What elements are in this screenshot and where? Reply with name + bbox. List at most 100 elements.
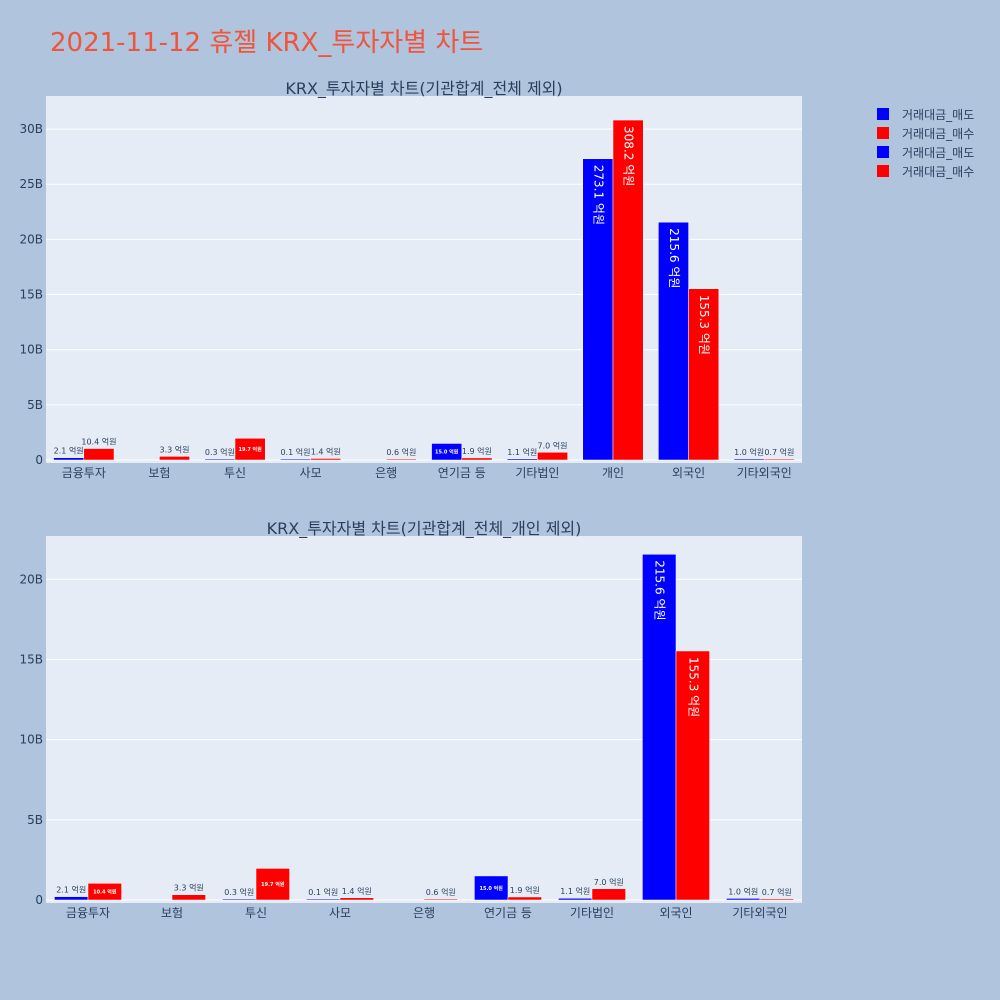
data-label: 308.2 억원 bbox=[622, 126, 636, 186]
bar-sell bbox=[658, 221, 689, 461]
legend-label: 거래대금_매수 bbox=[902, 127, 974, 141]
data-label: 1.9 억원 bbox=[510, 885, 540, 895]
data-label: 0.3 억원 bbox=[205, 447, 235, 457]
y-tick-label: 25B bbox=[19, 177, 43, 191]
bar-sell bbox=[582, 158, 614, 461]
y-tick-label: 15B bbox=[19, 652, 43, 666]
data-label: 3.3 억원 bbox=[174, 883, 204, 893]
legend-swatch bbox=[877, 127, 889, 139]
y-tick-label: 10B bbox=[19, 343, 43, 357]
legend-swatch bbox=[877, 108, 889, 120]
data-label: 0.6 억원 bbox=[386, 447, 416, 457]
data-label: 1.1 억원 bbox=[560, 886, 590, 896]
bar-buy bbox=[159, 456, 190, 461]
data-label: 155.3 억원 bbox=[686, 657, 700, 717]
legend-label: 거래대금_매수 bbox=[902, 165, 974, 179]
data-label: 15.0 억원 bbox=[480, 885, 504, 892]
bar-sell bbox=[222, 898, 257, 901]
subplot-title: KRX_투자자별 차트(기관합계_전체 제외) bbox=[285, 79, 562, 99]
x-tick-label: 사모 bbox=[300, 466, 322, 480]
x-tick-label: 연기금 등 bbox=[438, 466, 486, 480]
data-label: 1.0 억원 bbox=[734, 447, 764, 457]
data-label: 7.0 억원 bbox=[594, 877, 624, 887]
data-label: 0.3 억원 bbox=[224, 887, 254, 897]
y-tick-label: 20B bbox=[19, 572, 43, 586]
data-label: 10.4 억원 bbox=[81, 437, 116, 447]
data-label: 155.3 억원 bbox=[697, 295, 711, 355]
bar-buy bbox=[759, 898, 794, 901]
bar-buy bbox=[83, 448, 115, 461]
bar-sell bbox=[306, 898, 341, 901]
data-label: 15.0 억원 bbox=[435, 449, 459, 456]
subplot-title: KRX_투자자별 차트(기관합계_전체_개인 제외) bbox=[267, 519, 582, 539]
data-label: 273.1 억원 bbox=[591, 165, 605, 225]
legend-label: 거래대금_매도 bbox=[902, 146, 974, 160]
bar-sell bbox=[506, 458, 538, 461]
x-tick-label: 금융투자 bbox=[62, 466, 106, 480]
bar-sell bbox=[642, 554, 677, 901]
y-tick-label: 30B bbox=[19, 122, 43, 136]
bar-sell bbox=[53, 457, 85, 461]
bar-buy bbox=[171, 894, 206, 901]
bar-sell bbox=[280, 458, 311, 461]
bar-buy bbox=[310, 458, 342, 461]
bar-buy bbox=[763, 458, 795, 461]
data-label: 0.1 억원 bbox=[308, 887, 338, 897]
data-label: 0.1 억원 bbox=[280, 447, 310, 457]
legend-label: 거래대금_매도 bbox=[902, 108, 974, 122]
x-tick-label: 기타외국인 bbox=[737, 466, 792, 480]
bar-sell bbox=[733, 458, 765, 461]
data-label: 0.7 억원 bbox=[762, 887, 792, 897]
page-title: 2021-11-12 휴젤 KRX_투자자별 차트 bbox=[50, 28, 484, 58]
x-tick-label: 개인 bbox=[602, 466, 624, 480]
bar-sell bbox=[431, 443, 463, 461]
y-tick-label: 20B bbox=[19, 232, 43, 246]
x-tick-label: 기타법인 bbox=[515, 466, 559, 480]
bar-buy bbox=[234, 438, 266, 461]
x-tick-label: 보험 bbox=[161, 906, 183, 920]
legend-swatch bbox=[877, 165, 889, 177]
x-tick-label: 은행 bbox=[413, 905, 435, 920]
data-label: 3.3 억원 bbox=[160, 444, 190, 454]
x-tick-label: 사모 bbox=[329, 906, 351, 920]
data-label: 1.4 억원 bbox=[311, 446, 341, 456]
data-label: 19.7 억원 bbox=[261, 881, 285, 888]
bar-buy bbox=[255, 868, 290, 901]
x-tick-label: 금융투자 bbox=[66, 906, 110, 920]
data-label: 0.6 억원 bbox=[426, 887, 456, 897]
x-tick-label: 연기금 등 bbox=[484, 906, 532, 920]
bar-buy bbox=[612, 119, 644, 461]
bar-buy bbox=[423, 898, 458, 901]
subplot-2: 0 5B 10B 15B 20B KRX_투자자별 차트(기관합계_전체_개인 제외) 금융… bbox=[19, 519, 802, 920]
subplot-1: 0 5B 10B 15B 20B 25B 30B KRX_투자자별 차트(기관합계_전체 제외… bbox=[19, 79, 802, 480]
bar-buy bbox=[385, 458, 417, 461]
x-tick-label: 보험 bbox=[148, 466, 170, 480]
bar-sell bbox=[204, 458, 236, 461]
legend-swatch bbox=[877, 146, 889, 158]
data-label: 1.4 억원 bbox=[342, 886, 372, 896]
bar-sell bbox=[726, 898, 761, 901]
bar-buy bbox=[675, 650, 710, 901]
x-tick-label: 외국인 bbox=[659, 906, 692, 920]
data-label: 1.1 억원 bbox=[507, 447, 537, 457]
data-label: 1.9 억원 bbox=[462, 446, 492, 456]
data-label: 19.7 억원 bbox=[238, 446, 262, 453]
x-tick-label: 기타법인 bbox=[570, 906, 614, 920]
data-label: 10.4 억원 bbox=[93, 889, 117, 896]
x-tick-label: 은행 bbox=[375, 465, 397, 480]
data-label: 1.0 억원 bbox=[728, 886, 758, 896]
bar-buy bbox=[507, 896, 542, 901]
bar-buy bbox=[537, 452, 568, 461]
x-tick-label: 기타외국인 bbox=[732, 906, 787, 920]
x-tick-label: 외국인 bbox=[672, 466, 705, 480]
bar-buy bbox=[87, 883, 122, 901]
data-label: 2.1 억원 bbox=[54, 446, 84, 456]
bar-buy bbox=[688, 288, 720, 461]
data-label: 7.0 억원 bbox=[538, 440, 568, 450]
bar-sell bbox=[474, 875, 509, 901]
data-label: 215.6 억원 bbox=[667, 228, 681, 288]
bar-buy bbox=[339, 897, 374, 901]
